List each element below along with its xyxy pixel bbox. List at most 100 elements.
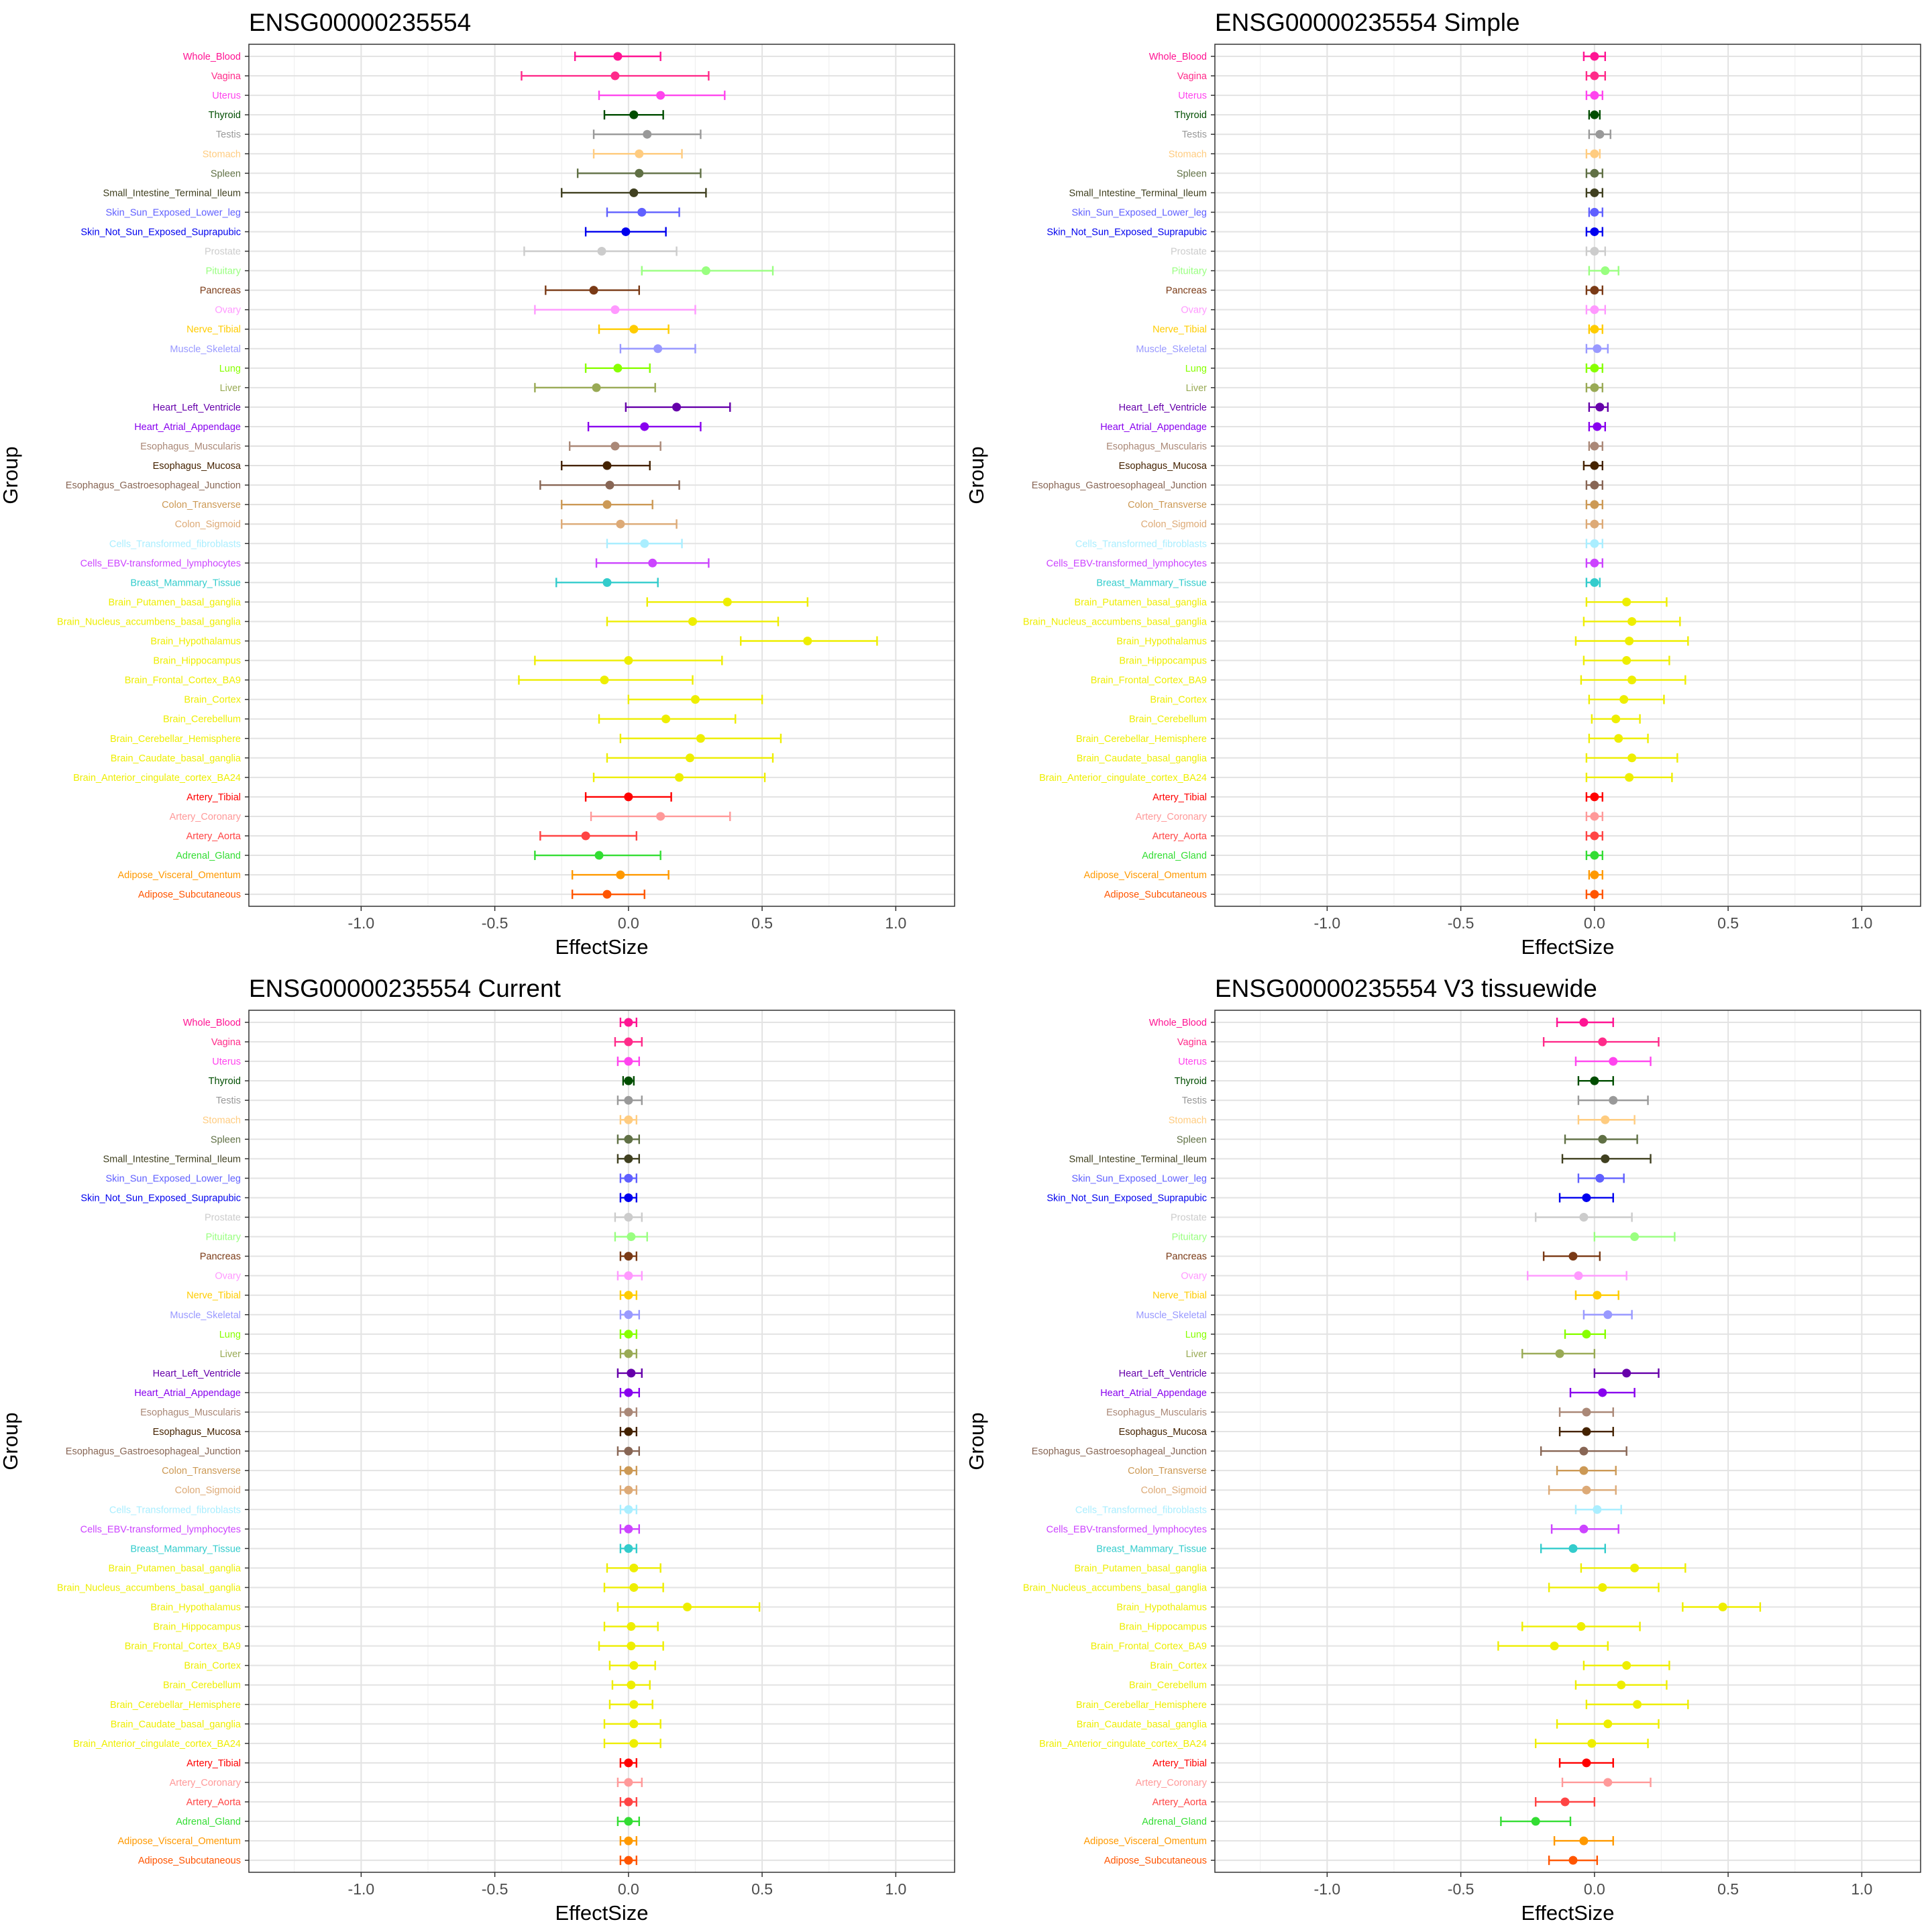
y-tick-label: Testis — [1182, 129, 1207, 140]
y-tick-label: Brain_Hippocampus — [1119, 656, 1207, 667]
y-tick-label: Testis — [1182, 1095, 1207, 1106]
y-tick-label: Muscle_Skeletal — [1136, 1310, 1207, 1321]
y-tick-label: Skin_Not_Sun_Exposed_Suprapubic — [80, 1193, 241, 1203]
errorbar-Nerve_Tibial — [619, 1290, 638, 1300]
point-Pancreas — [589, 286, 598, 295]
y-tick-label: Cells_Transformed_fibroblasts — [1075, 1505, 1207, 1515]
y-tick-label: Vagina — [1177, 71, 1208, 82]
y-tick-label: Muscle_Skeletal — [170, 1310, 241, 1321]
errorbar-Brain_Hippocampus — [603, 1621, 659, 1631]
errorbar-Brain_Nucleus_accumbens_basal_ganglia — [603, 1582, 664, 1593]
point-Nerve_Tibial — [1590, 325, 1599, 334]
y-tick-label: Adipose_Subcutaneous — [1104, 890, 1207, 900]
point-Brain_Nucleus_accumbens_basal_ganglia — [1598, 1582, 1607, 1592]
y-tick-label: Small_Intestine_Terminal_Ileum — [1069, 1154, 1207, 1165]
point-Testis — [1595, 129, 1605, 139]
x-axis-title: EffectSize — [555, 1901, 648, 1925]
y-tick-label: Cells_EBV-transformed_lymphocytes — [80, 558, 241, 569]
y-tick-label: Brain_Nucleus_accumbens_basal_ganglia — [57, 1582, 241, 1593]
point-Pancreas — [1590, 286, 1599, 295]
point-Adrenal_Gland — [1590, 851, 1599, 860]
point-Brain_Cerebellar_Hemisphere — [696, 734, 705, 743]
y-tick-label: Ovary — [1181, 305, 1207, 316]
errorbar-Brain_Cerebellum — [598, 714, 737, 724]
errorbar-Brain_Putamen_basal_ganglia — [606, 1563, 661, 1573]
point-Brain_Putamen_basal_ganglia — [1630, 1563, 1640, 1572]
point-Skin_Not_Sun_Exposed_Suprapubic — [1590, 227, 1599, 236]
errorbar-Spleen — [1585, 168, 1604, 178]
y-tick-label: Adrenal_Gland — [176, 851, 241, 861]
y-tick-label: Pancreas — [200, 286, 241, 297]
point-Adipose_Visceral_Omentum — [616, 870, 625, 879]
y-tick-label: Brain_Putamen_basal_ganglia — [108, 597, 241, 608]
y-tick-label: Brain_Cerebellar_Hemisphere — [110, 734, 241, 745]
x-axis-title: EffectSize — [555, 935, 648, 959]
y-tick-label: Colon_Transverse — [1128, 500, 1207, 511]
point-Ovary — [624, 1271, 633, 1281]
point-Pancreas — [624, 1252, 633, 1261]
errorbar-Artery_Tibial — [584, 792, 672, 802]
errorbar-Heart_Left_Ventricle — [1588, 402, 1609, 412]
y-tick-label: Brain_Cerebellum — [1129, 1680, 1207, 1691]
errorbar-Esophagus_Gastroesophageal_Junction — [539, 480, 680, 490]
y-tick-label: Brain_Anterior_cingulate_cortex_BA24 — [73, 773, 241, 784]
errorbar-Liver — [619, 1348, 638, 1358]
point-Brain_Frontal_Cortex_BA9 — [627, 1642, 636, 1651]
point-Ovary — [1574, 1271, 1583, 1281]
errorbar-Heart_Left_Ventricle — [625, 402, 731, 412]
errorbar-Spleen — [616, 1134, 640, 1144]
y-tick-label: Spleen — [1177, 1134, 1207, 1145]
point-Esophagus_Gastroesophageal_Junction — [1590, 480, 1599, 490]
point-Brain_Cortex — [1619, 695, 1629, 704]
y-tick-label: Skin_Not_Sun_Exposed_Suprapubic — [80, 227, 241, 237]
errorbar-Vagina — [521, 71, 710, 81]
point-Brain_Cerebellar_Hemisphere — [1614, 734, 1623, 743]
errorbar-Adipose_Subcutaneous — [1548, 1856, 1599, 1866]
errorbar-Colon_Transverse — [561, 500, 653, 510]
errorbar-Brain_Cerebellar_Hemisphere — [1585, 1699, 1689, 1709]
y-tick-label: Pituitary — [206, 1232, 241, 1243]
chart-panel-2: Whole_Blood Vagina Uterus Thyroid Testis Stom… — [965, 9, 1921, 959]
errorbar-Muscle_Skeletal — [619, 343, 696, 354]
point-Adipose_Subcutaneous — [624, 1856, 633, 1865]
y-tick-label: Vagina — [211, 1037, 241, 1048]
point-Esophagus_Mucosa — [1582, 1427, 1591, 1436]
errorbar-Stomach — [1585, 149, 1601, 159]
errorbar-Heart_Left_Ventricle — [616, 1368, 643, 1378]
errorbar-Artery_Coronary — [616, 1777, 643, 1787]
errorbar-Pancreas — [545, 285, 640, 295]
x-tick-label: -1.0 — [348, 914, 375, 932]
y-tick-label: Skin_Sun_Exposed_Lower_leg — [1071, 1173, 1207, 1184]
errorbar-Uterus — [616, 1057, 640, 1067]
errorbar-Prostate — [614, 1212, 643, 1222]
errorbar-Cells_Transformed_fibroblasts — [1574, 1505, 1622, 1515]
errorbar-Brain_Frontal_Cortex_BA9 — [598, 1641, 664, 1651]
y-tick-label: Esophagus_Mucosa — [1119, 1427, 1208, 1438]
y-tick-label: Artery_Coronary — [170, 1778, 241, 1788]
chart-panel-1: Whole_Blood Vagina Uterus Thyroid Testis Stom… — [0, 9, 955, 959]
y-tick-label: Adipose_Subcutaneous — [1104, 1856, 1207, 1866]
errorbar-Cells_EBV-transformed_lymphocytes — [1550, 1524, 1619, 1534]
errorbar-Brain_Hypothalamus — [1682, 1602, 1762, 1612]
y-tick-label: Esophagus_Muscularis — [1106, 441, 1207, 452]
errorbar-Breast_Mammary_Tissue — [1585, 578, 1601, 588]
y-tick-label: Pancreas — [1166, 286, 1207, 297]
errorbar-Skin_Not_Sun_Exposed_Suprapubic — [1585, 227, 1604, 237]
y-tick-label: Heart_Atrial_Appendage — [1100, 1388, 1207, 1399]
errorbar-Esophagus_Gastroesophageal_Junction — [1540, 1446, 1627, 1456]
errorbar-Brain_Anterior_cingulate_cortex_BA24 — [1585, 772, 1673, 782]
y-tick-label: Breast_Mammary_Tissue — [1096, 1544, 1207, 1554]
y-tick-label: Vagina — [1177, 1037, 1208, 1048]
point-Ovary — [610, 305, 620, 315]
point-Breast_Mammary_Tissue — [624, 1544, 633, 1553]
errorbar-Cells_EBV-transformed_lymphocytes — [619, 1524, 640, 1534]
chart-title: ENSG00000235554 Simple — [1215, 9, 1520, 36]
y-tick-label: Prostate — [1171, 247, 1207, 258]
errorbar-Brain_Cortex — [1582, 1660, 1670, 1670]
y-tick-label: Artery_Aorta — [1152, 1797, 1208, 1808]
errorbar-Esophagus_Mucosa — [561, 461, 651, 471]
y-tick-label: Esophagus_Mucosa — [1119, 461, 1208, 472]
point-Artery_Aorta — [1560, 1797, 1570, 1807]
y-tick-label: Cells_EBV-transformed_lymphocytes — [1046, 558, 1207, 569]
errorbar-Heart_Atrial_Appendage — [1588, 421, 1606, 431]
